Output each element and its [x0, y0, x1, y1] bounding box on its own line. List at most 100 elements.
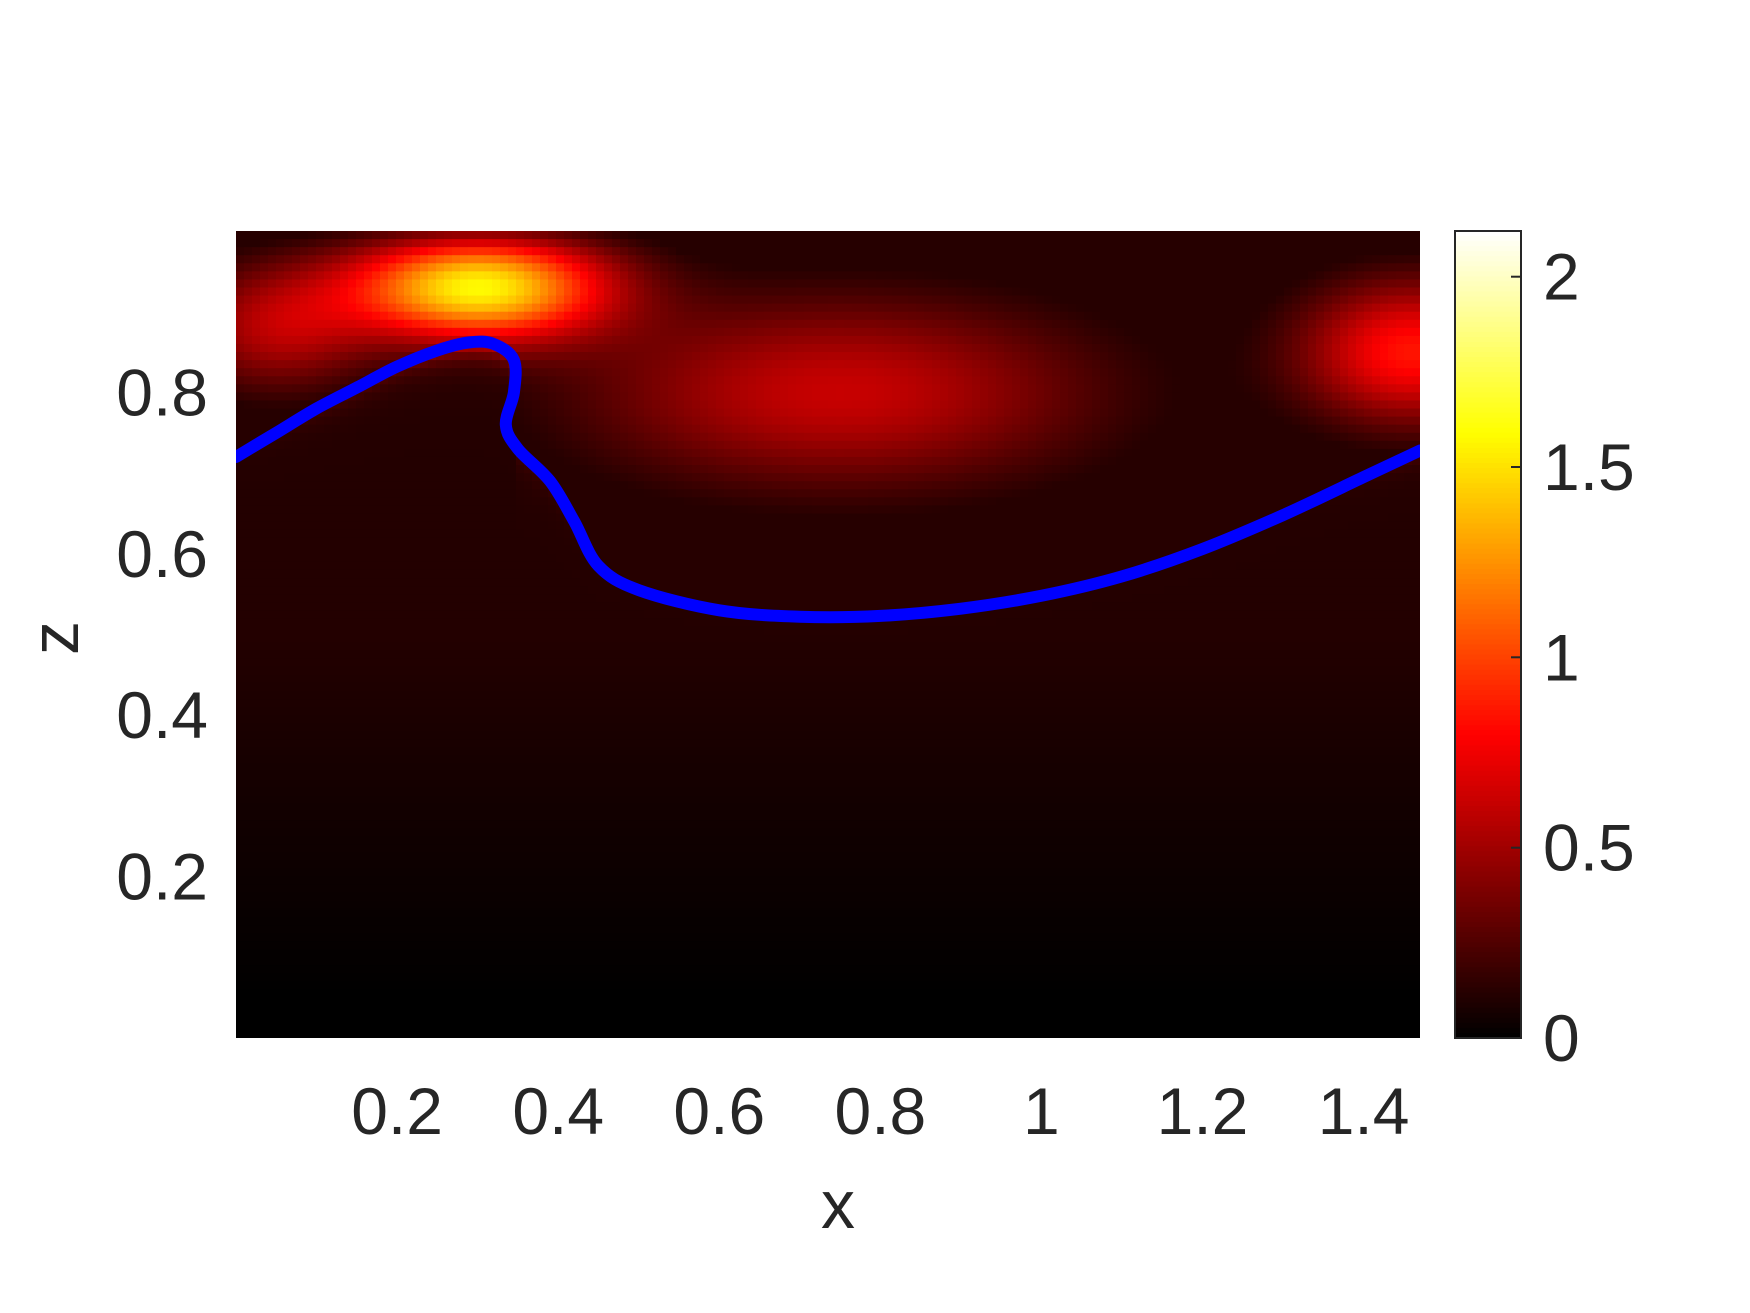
heatmap-cell [252, 674, 261, 684]
heatmap-cell [508, 820, 517, 829]
heatmap-cell [276, 279, 285, 289]
heatmap-cell [356, 634, 365, 644]
heatmap-cell [380, 456, 389, 466]
heatmap-cell [556, 545, 565, 555]
heatmap-cell [628, 965, 637, 975]
heatmap-cell [396, 666, 405, 676]
heatmap-cell [244, 456, 253, 466]
heatmap-cell [404, 343, 413, 353]
heatmap-cell [452, 1013, 461, 1023]
heatmap-cell [332, 295, 341, 305]
heatmap-cell [404, 820, 413, 829]
heatmap-cell [252, 892, 261, 902]
heatmap-cell [276, 327, 285, 337]
heatmap-cell [244, 529, 253, 539]
heatmap-cell [276, 360, 285, 369]
heatmap-cell [484, 900, 493, 910]
heatmap-cell [524, 343, 533, 353]
heatmap-cell [572, 279, 581, 289]
heatmap-cell [460, 787, 469, 797]
heatmap-cell [492, 997, 501, 1007]
heatmap-cell [388, 343, 397, 353]
heatmap-cell [268, 779, 277, 789]
heatmap-cell [428, 941, 437, 950]
heatmap-cell [340, 343, 349, 353]
heatmap-cell [260, 707, 269, 716]
heatmap-cell [412, 642, 421, 652]
heatmap-cell [396, 263, 405, 272]
heatmap-cell [380, 408, 389, 418]
heatmap-cell [524, 279, 533, 289]
heatmap-cell [236, 618, 245, 628]
heatmap-cell [572, 360, 581, 369]
heatmap-cell [444, 949, 453, 958]
heatmap-cell [236, 989, 245, 999]
heatmap-cell [516, 876, 525, 886]
heatmap-cell [476, 884, 485, 894]
heatmap-cell [316, 812, 325, 821]
heatmap-cell [556, 569, 565, 579]
heatmap-cell [276, 852, 285, 862]
heatmap-cell [460, 949, 469, 958]
heatmap-cell [316, 965, 325, 975]
heatmap-cell [548, 368, 557, 377]
heatmap-cell [476, 1013, 485, 1023]
heatmap-cell [340, 892, 349, 902]
heatmap-cell [268, 844, 277, 853]
heatmap-cell [500, 618, 509, 628]
heatmap-cell [548, 311, 557, 321]
heatmap-cell [548, 650, 557, 660]
heatmap-cell [492, 1013, 501, 1023]
heatmap-cell [596, 884, 605, 894]
heatmap-cell [252, 497, 261, 506]
heatmap-cell [436, 295, 445, 305]
heatmap-cell [412, 400, 421, 410]
heatmap-cell [612, 513, 621, 523]
heatmap-cell [276, 561, 285, 571]
heatmap-cell [348, 456, 357, 466]
heatmap-cell [420, 925, 429, 934]
heatmap-cell [236, 925, 245, 934]
heatmap-cell [476, 594, 485, 603]
heatmap-cell [628, 642, 637, 652]
heatmap-cell [348, 973, 357, 983]
heatmap-cell [316, 384, 325, 393]
heatmap-cell [308, 271, 317, 281]
heatmap-cell [428, 949, 437, 958]
heatmap-cell [628, 448, 637, 458]
heatmap-cell [452, 795, 461, 805]
heatmap-cell [356, 610, 365, 619]
heatmap-cell [300, 335, 309, 345]
heatmap-cell [596, 352, 605, 361]
heatmap-cell [388, 376, 397, 385]
heatmap-cell [244, 852, 253, 862]
heatmap-cell [284, 908, 293, 918]
heatmap-cell [572, 989, 581, 999]
heatmap-cell [484, 1029, 493, 1038]
heatmap-cell [540, 360, 549, 369]
heatmap-cell [452, 747, 461, 757]
heatmap-cell [428, 965, 437, 975]
heatmap-cell [604, 311, 613, 321]
heatmap-cell [524, 424, 533, 434]
heatmap-cell [236, 521, 245, 531]
heatmap-cell [268, 529, 277, 539]
heatmap-cell [260, 828, 269, 837]
heatmap-cell [324, 892, 333, 902]
heatmap-cell [468, 666, 477, 676]
heatmap-cell [524, 311, 533, 321]
heatmap-cell [300, 852, 309, 862]
heatmap-cell [492, 392, 501, 402]
heatmap-cell [332, 255, 341, 264]
heatmap-cell [252, 949, 261, 958]
heatmap-cell [588, 763, 597, 773]
heatmap-cell [580, 997, 589, 1007]
heatmap-cell [268, 392, 277, 402]
heatmap-cell [332, 828, 341, 837]
heatmap-cell [516, 650, 525, 660]
heatmap-cell [268, 239, 277, 248]
heatmap-cell [468, 569, 477, 579]
heatmap-cell [452, 231, 461, 240]
heatmap-cell [252, 747, 261, 757]
heatmap-cell [588, 812, 597, 821]
